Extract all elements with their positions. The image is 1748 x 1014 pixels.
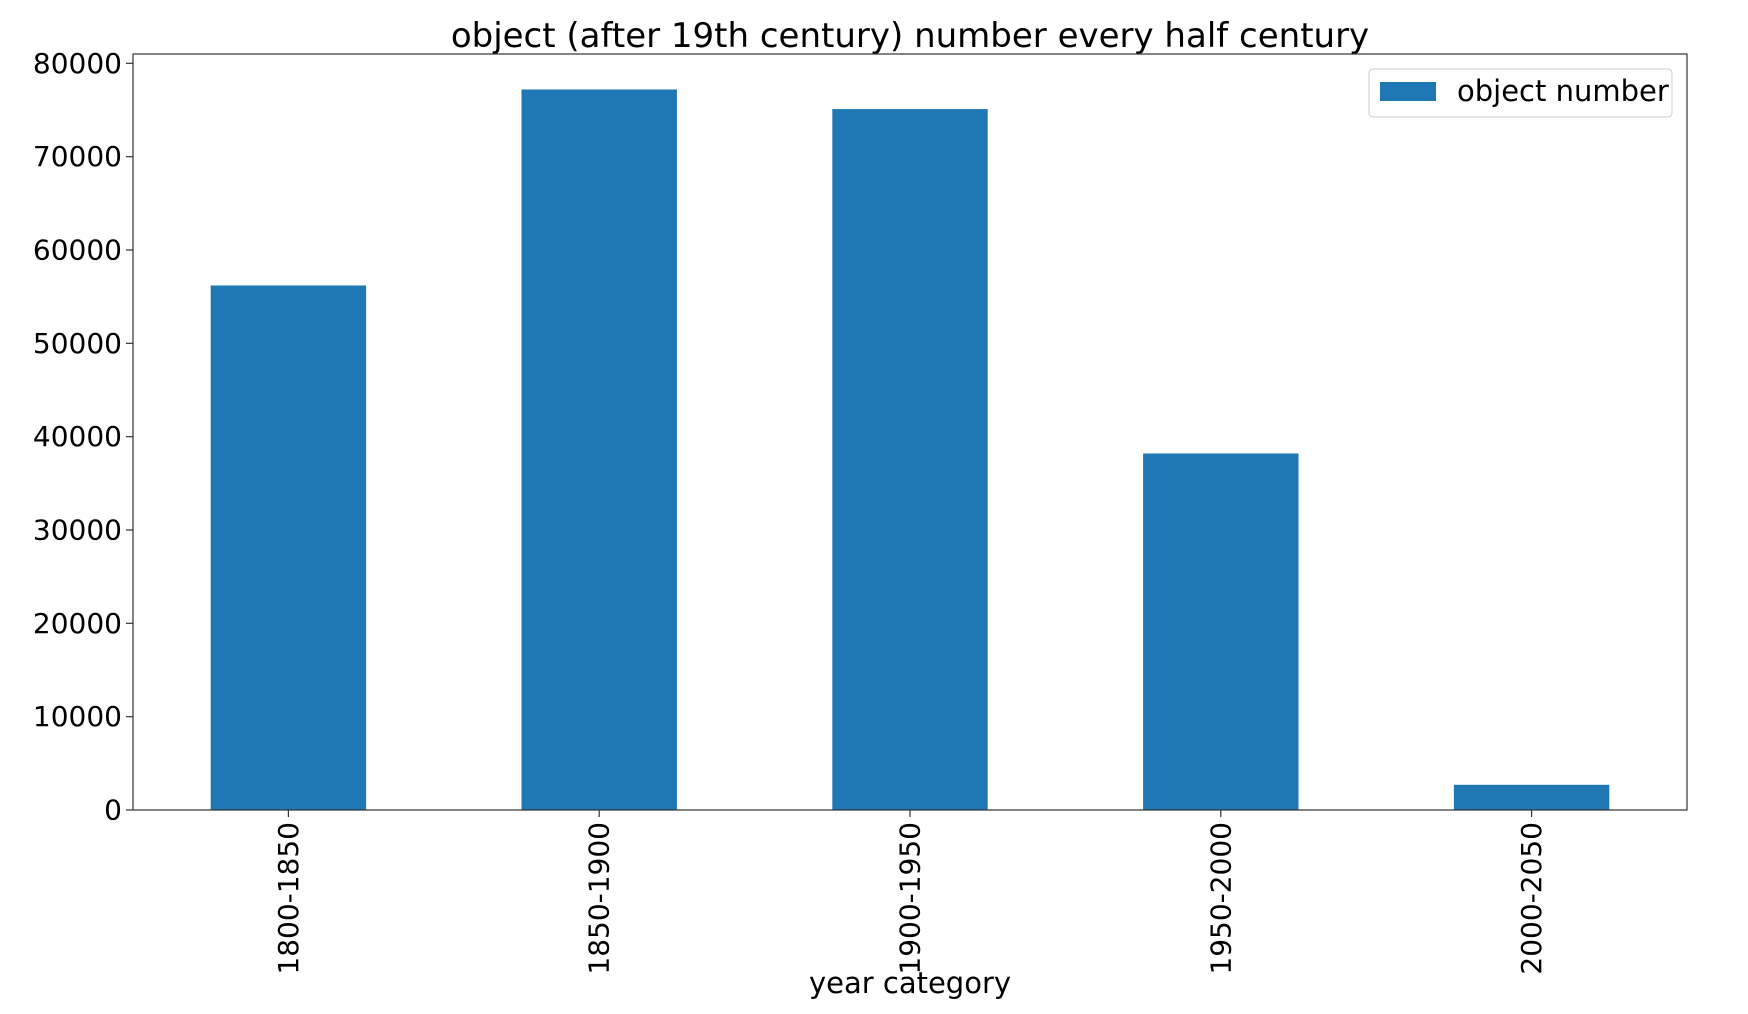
bars-group xyxy=(210,89,1610,811)
bar-1800-1850 xyxy=(210,285,367,810)
y-tick-label-30000: 30000 xyxy=(33,514,122,547)
y-tick-label-50000: 50000 xyxy=(33,327,122,360)
chart-title: object (after 19th century) number every… xyxy=(451,16,1369,56)
x-tick-label-2000-2050: 2000-2050 xyxy=(1515,822,1548,975)
x-tick-label-1800-1850: 1800-1850 xyxy=(272,822,305,975)
y-tick-label-60000: 60000 xyxy=(33,234,122,267)
legend: object number xyxy=(1368,68,1673,118)
bar-1850-1900 xyxy=(521,89,677,810)
x-tick-label-1850-1900: 1850-1900 xyxy=(583,822,616,975)
legend-frame xyxy=(1368,68,1673,118)
y-tick-label-40000: 40000 xyxy=(33,420,122,453)
y-tick-label-10000: 10000 xyxy=(33,700,122,733)
legend-swatch xyxy=(1380,82,1436,101)
y-tick-label-80000: 80000 xyxy=(33,47,122,80)
y-tick-label-20000: 20000 xyxy=(33,607,122,640)
legend-entry-object-number: object number xyxy=(1457,74,1669,108)
bar-2000-2050 xyxy=(1453,784,1610,810)
x-tick-label-1900-1950: 1900-1950 xyxy=(894,822,927,975)
y-axis: 0 10000 20000 30000 40000 50000 60000 70000 8000… xyxy=(33,47,133,827)
x-axis-label: year category xyxy=(809,966,1011,1000)
y-tick-label-0: 0 xyxy=(104,794,122,827)
x-tick-label-1950-2000: 1950-2000 xyxy=(1204,822,1237,975)
y-tick-label-70000: 70000 xyxy=(33,140,122,173)
bar-1900-1950 xyxy=(832,109,988,811)
bar-1950-2000 xyxy=(1143,453,1299,810)
x-axis: 1800-1850 1850-1900 1900-1950 1950-2000 2000… xyxy=(272,810,1548,975)
